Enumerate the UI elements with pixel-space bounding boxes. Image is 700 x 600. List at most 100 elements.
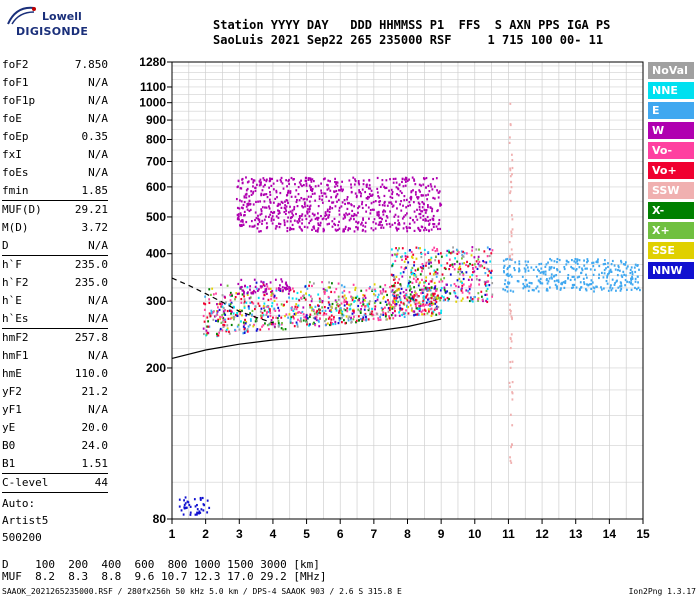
x-tick-label: 6 [337,527,344,541]
echo-point [246,202,249,206]
echo-point [323,320,326,323]
echo-point [397,281,399,284]
echo-point [249,312,251,315]
echo-point [351,298,354,302]
echo-point [573,260,576,263]
echo-point [400,284,402,287]
param-label: hmE [2,367,22,380]
echo-point [433,185,436,188]
echo-point [362,294,365,297]
echo-point [236,325,239,328]
echo-point [329,205,332,209]
echo-point [428,223,430,226]
echo-point [206,331,209,334]
echo-point [308,324,310,327]
echo-point [422,177,425,180]
echo-point [335,181,338,184]
echo-point [326,210,329,213]
echo-point [352,296,355,299]
echo-point [477,258,480,261]
echo-point [261,222,263,225]
echo-point [382,209,385,212]
echo-point [510,333,513,336]
echo-point [512,290,515,293]
echo-point [259,213,262,216]
echo-point [401,307,404,311]
echo-point [276,317,279,320]
echo-point [428,300,431,303]
echo-point [397,293,399,297]
y-tick-label: 1100 [140,80,166,94]
echo-point [424,286,427,289]
echo-point [249,288,251,291]
echo-point [264,206,266,209]
echo-point [341,201,344,204]
echo-point [306,198,308,201]
echo-point [193,498,196,501]
echo-point [257,214,259,217]
echo-point [514,261,517,264]
echo-point [316,309,319,313]
echo-point [260,208,263,211]
echo-point [462,277,465,281]
echo-point [348,179,351,182]
echo-point [295,189,298,192]
echo-point [508,141,511,145]
echo-point [398,296,401,299]
echo-point [431,207,434,210]
echo-point [236,185,239,189]
echo-point [319,221,322,224]
echo-point [450,284,452,287]
echo-point [451,251,454,254]
echo-point [537,279,540,282]
echo-point [508,241,511,244]
echo-point [293,317,295,320]
echo-point [462,272,465,275]
echo-point [455,300,458,303]
x-tick-label: 9 [438,527,445,541]
echo-point [540,267,543,270]
echo-point [420,310,423,313]
echo-point [376,298,379,301]
echo-point [340,205,343,208]
echo-point [269,190,271,194]
echo-point [346,202,349,205]
echo-point [254,189,257,192]
echo-point [399,283,402,286]
echo-point [432,196,435,200]
echo-point [583,281,585,284]
echo-point [252,325,255,328]
echo-point [377,318,380,322]
param-row: h`F 235.0 [2,256,108,274]
echo-point [232,312,235,315]
echo-point [554,283,557,286]
echo-point [625,267,628,270]
echo-point [243,306,246,309]
echo-point [634,286,636,290]
echo-point [616,274,619,277]
param-label: foEs [2,166,29,179]
echo-point [319,300,321,303]
echo-point [240,200,243,203]
echo-point [233,315,236,319]
echo-point [405,225,408,229]
echo-point [407,204,410,208]
echo-point [252,185,254,188]
echo-point [511,228,514,231]
echo-point [578,259,581,262]
echo-point [401,275,404,278]
echo-point [428,289,431,292]
echo-point [216,303,218,306]
echo-point [221,305,224,308]
echo-point [252,292,255,295]
echo-point [434,255,437,258]
echo-point [511,218,514,221]
echo-point [288,313,291,316]
echo-point [606,276,609,279]
echo-point [357,299,359,302]
echo-point [400,255,402,259]
echo-point [360,223,362,226]
echo-point [299,290,302,293]
echo-point [586,258,589,261]
echo-point [334,223,337,227]
